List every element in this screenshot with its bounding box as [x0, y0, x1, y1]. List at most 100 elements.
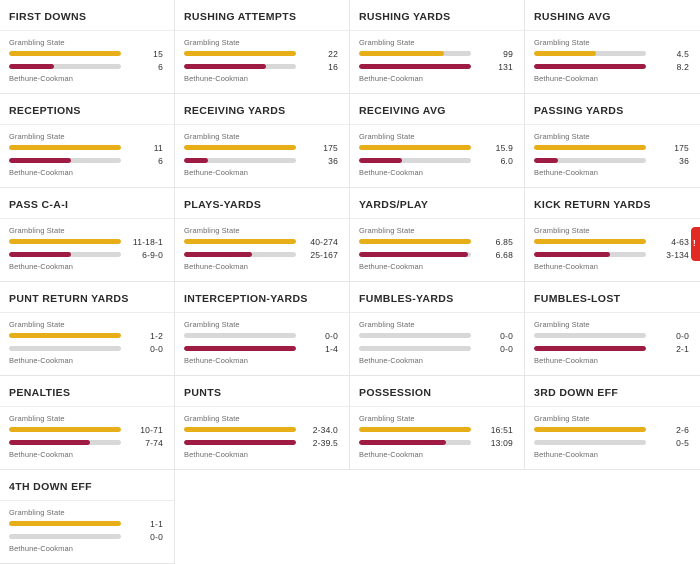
home-bar-track [9, 51, 121, 56]
home-bar-track [184, 145, 296, 150]
home-bar-fill [9, 51, 121, 56]
away-team-label: Bethune-Cookman [534, 450, 599, 459]
stat-card: KICK RETURN YARDS Grambling State 4-63 3-13… [525, 188, 700, 282]
away-bar-fill [359, 158, 402, 163]
away-stat-row: 6 [9, 155, 166, 166]
home-stat-row: 0-0 [534, 330, 692, 341]
stat-card: PASS C-A-I Grambling State 11-18-1 6-9-0 Bet… [0, 188, 175, 282]
away-stat-value: 3-134 [666, 249, 689, 260]
away-stat-row: 0-0 [359, 343, 516, 354]
home-stat-row: 4.5 [534, 48, 692, 59]
home-bar-fill [184, 145, 296, 150]
away-bar-track [184, 64, 296, 69]
home-team-label: Grambling State [534, 226, 590, 235]
stat-card: RUSHING AVG Grambling State 4.5 8.2 Bethune-… [525, 0, 700, 94]
away-stat-value: 6-9-0 [142, 249, 163, 260]
home-stat-row: 1-1 [9, 518, 166, 529]
away-stat-row: 13:09 [359, 437, 516, 448]
stat-card-title: POSSESSION [350, 376, 524, 407]
home-team-label: Grambling State [184, 132, 240, 141]
home-stat-value: 16:51 [490, 424, 513, 435]
home-stat-row: 1-2 [9, 330, 166, 341]
away-bar-fill [359, 440, 447, 445]
stat-card-title: RECEIVING YARDS [175, 94, 349, 125]
home-bar-fill [9, 239, 121, 244]
stat-card-body: Grambling State 2-6 0-5 Bethune-Cookman [525, 407, 700, 460]
home-bar-fill [184, 51, 296, 56]
home-team-label: Grambling State [184, 38, 240, 47]
away-bar-track [359, 64, 471, 69]
away-stat-value: 0-5 [676, 437, 689, 448]
home-team-label: Grambling State [184, 226, 240, 235]
away-stat-value: 6.0 [500, 155, 513, 166]
home-stat-row: 0-0 [359, 330, 516, 341]
stat-card-title: RUSHING ATTEMPTS [175, 0, 349, 31]
away-stat-value: 16 [328, 61, 338, 72]
stat-card-title: 3RD DOWN EFF [525, 376, 700, 407]
away-stat-row: 2-39.5 [184, 437, 341, 448]
away-bar-track [184, 252, 296, 257]
stat-card-body: Grambling State 16:51 13:09 Bethune-Cookman [350, 407, 524, 460]
home-stat-value: 4-63 [671, 236, 689, 247]
away-stat-value: 0-0 [150, 531, 163, 542]
home-stat-value: 2-6 [676, 424, 689, 435]
home-stat-row: 15.9 [359, 142, 516, 153]
stat-card-title: RUSHING AVG [525, 0, 700, 31]
stat-card-body: Grambling State 15 6 Bethune-Cookman [0, 31, 174, 84]
away-team-label: Bethune-Cookman [184, 356, 249, 365]
home-bar-track [359, 239, 471, 244]
away-stat-value: 6.68 [495, 249, 513, 260]
home-bar-fill [184, 239, 296, 244]
home-bar-track [9, 521, 121, 526]
stat-card-body: Grambling State 0-0 2-1 Bethune-Cookman [525, 313, 700, 366]
stat-card-body: Grambling State 1-1 0-0 Bethune-Cookman [0, 501, 174, 554]
stat-card-title: RECEPTIONS [0, 94, 174, 125]
away-bar-fill [184, 252, 253, 257]
home-stat-value: 175 [323, 142, 338, 153]
away-team-label: Bethune-Cookman [534, 74, 599, 83]
away-bar-track [184, 440, 296, 445]
away-stat-row: 25-167 [184, 249, 341, 260]
home-stat-value: 11-18-1 [132, 236, 163, 247]
home-bar-fill [534, 145, 646, 150]
home-bar-fill [534, 239, 646, 244]
away-stat-value: 6 [158, 61, 163, 72]
away-bar-fill [359, 64, 471, 69]
home-stat-row: 0-0 [184, 330, 341, 341]
home-bar-track [359, 51, 471, 56]
away-bar-track [534, 252, 646, 257]
home-bar-fill [359, 145, 471, 150]
home-stat-value: 6.85 [495, 236, 513, 247]
home-team-label: Grambling State [359, 320, 415, 329]
home-bar-fill [359, 51, 445, 56]
away-stat-row: 8.2 [534, 61, 692, 72]
away-bar-fill [9, 64, 54, 69]
away-stat-row: 0-0 [9, 343, 166, 354]
away-team-label: Bethune-Cookman [534, 356, 599, 365]
home-team-label: Grambling State [9, 320, 65, 329]
home-bar-track [359, 145, 471, 150]
home-team-label: Grambling State [534, 320, 590, 329]
home-bar-track [534, 239, 646, 244]
away-team-label: Bethune-Cookman [359, 168, 424, 177]
stat-card-body: Grambling State 0-0 1-4 Bethune-Cookman [175, 313, 349, 366]
home-stat-row: 2-6 [534, 424, 692, 435]
feedback-tab[interactable]: ! [691, 227, 700, 261]
stat-card-title: PUNT RETURN YARDS [0, 282, 174, 313]
stat-card-body: Grambling State 2-34.0 2-39.5 Bethune-Cookm… [175, 407, 349, 460]
home-bar-fill [9, 333, 121, 338]
stat-card-title: PASSING YARDS [525, 94, 700, 125]
away-bar-fill [9, 252, 71, 257]
home-bar-fill [184, 427, 296, 432]
away-bar-track [359, 440, 471, 445]
stat-card-title: RECEIVING AVG [350, 94, 524, 125]
stat-card-body: Grambling State 4-63 3-134 Bethune-Cookman [525, 219, 700, 272]
stat-card-body: Grambling State 15.9 6.0 Bethune-Cookman [350, 125, 524, 178]
away-team-label: Bethune-Cookman [9, 168, 74, 177]
home-bar-track [184, 51, 296, 56]
away-bar-track [9, 346, 121, 351]
away-bar-fill [9, 158, 71, 163]
stat-card-title: PUNTS [175, 376, 349, 407]
away-bar-fill [534, 158, 558, 163]
home-team-label: Grambling State [534, 414, 590, 423]
